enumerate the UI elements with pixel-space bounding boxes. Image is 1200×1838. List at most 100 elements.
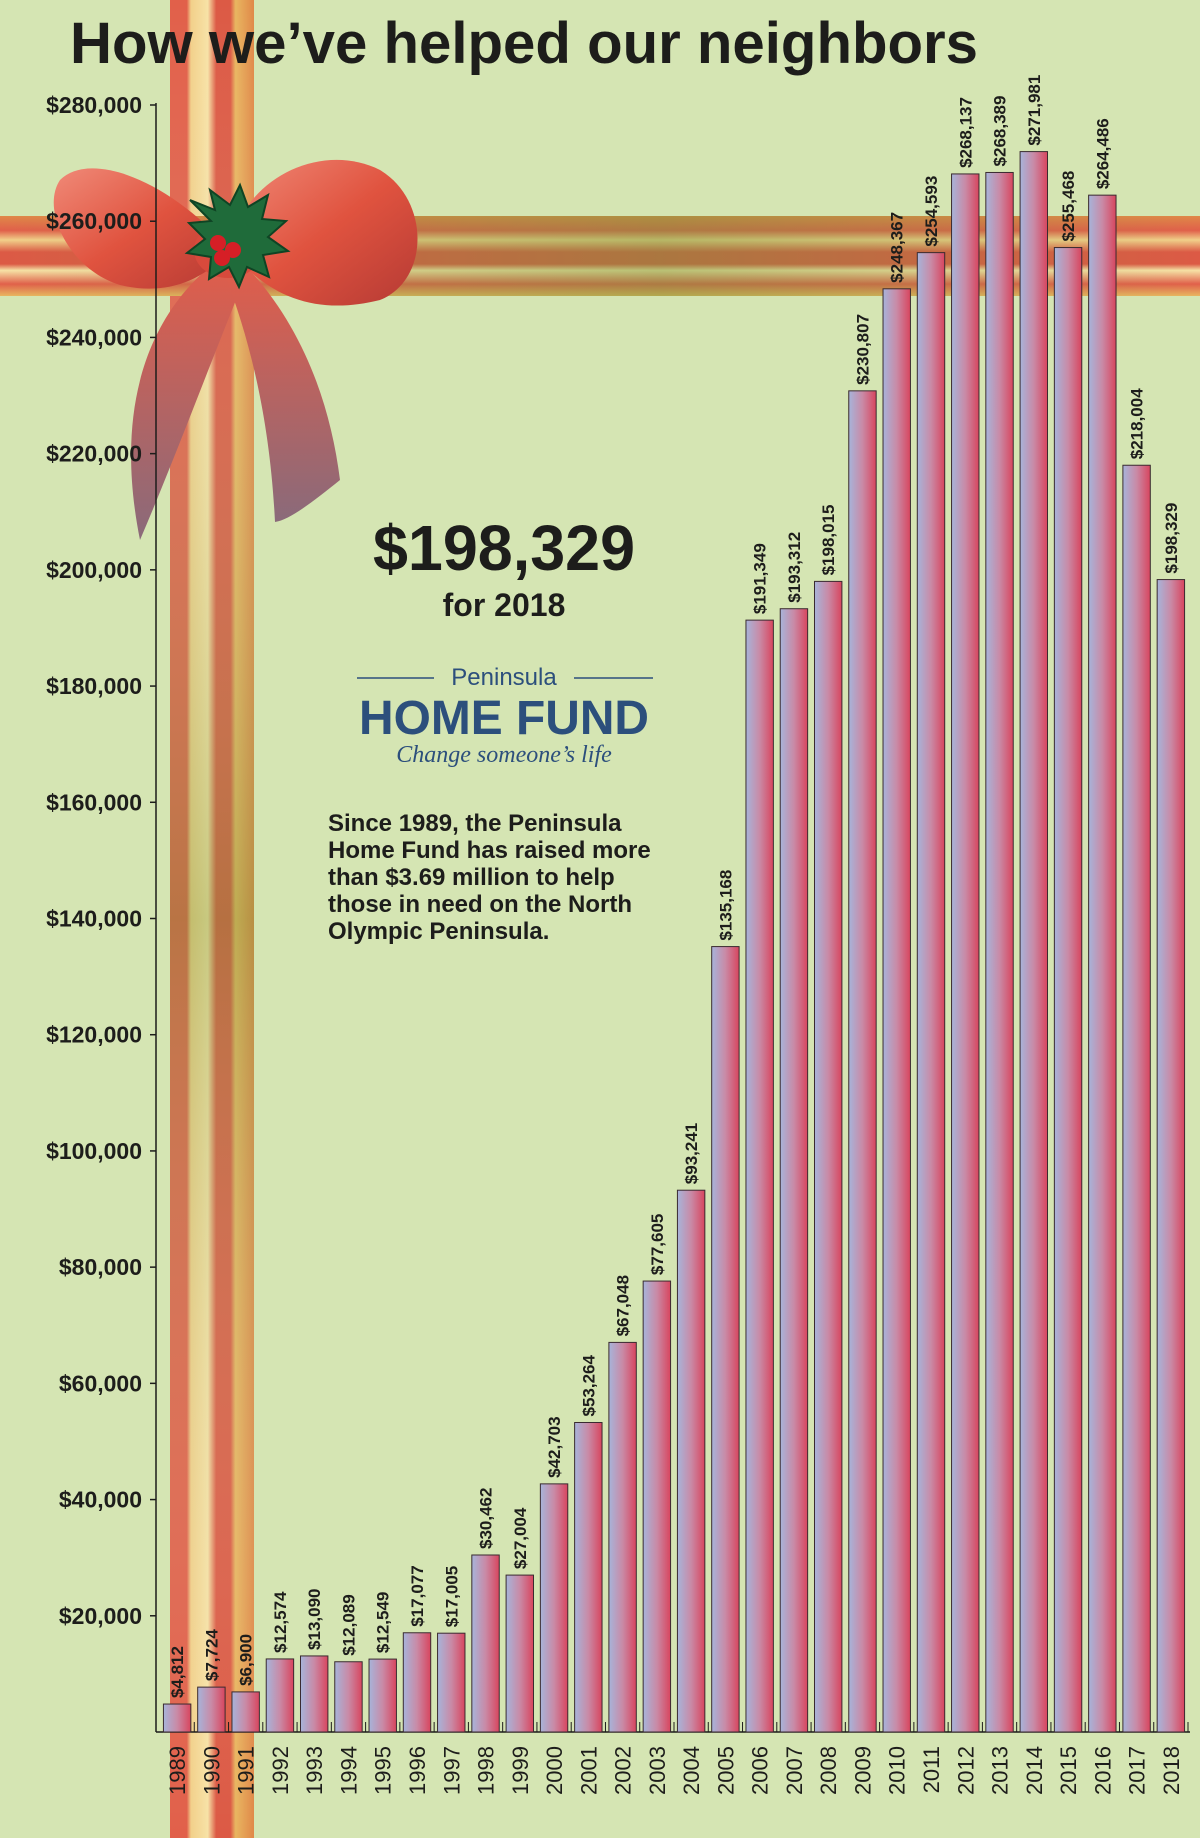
x-tick-label: 2010 [885,1746,910,1795]
note-line: than $3.69 million to help [328,864,615,891]
bar [711,946,740,1733]
x-tick-label: 1995 [371,1746,396,1795]
value-label: $264,486 [1093,118,1112,189]
bar [402,1632,432,1733]
x-tick-label: 2013 [988,1746,1013,1795]
x-tick-label: 2000 [542,1746,567,1795]
value-label: $93,241 [682,1123,701,1184]
value-label: $6,900 [237,1634,256,1686]
value-label: $218,004 [1128,388,1147,459]
bar [608,1341,637,1733]
value-label: $193,312 [785,532,804,603]
y-tick-label: $220,000 [46,441,142,467]
value-label: $4,812 [168,1646,187,1698]
bar [951,173,980,1733]
value-label: $12,089 [339,1594,358,1655]
x-tick-label: 2012 [953,1746,978,1795]
highlight-amount: $198,329 [373,512,635,584]
bar [197,1686,226,1733]
value-label: $17,005 [442,1566,461,1627]
value-label: $53,264 [579,1355,598,1417]
x-tick-label: 1991 [234,1746,259,1795]
x-tick-label: 2006 [748,1746,773,1795]
bar [334,1661,363,1733]
y-tick-label: $200,000 [46,557,142,583]
y-tick-label: $80,000 [59,1254,142,1280]
value-label: $12,549 [374,1592,393,1653]
bow-decoration [53,159,418,540]
x-tick-label: 2015 [1056,1746,1081,1795]
bar [231,1691,260,1733]
x-tick-label: 1994 [336,1746,361,1795]
logo-top: Peninsula [451,664,557,691]
bar [299,1655,329,1733]
x-tick-label: 1997 [439,1746,464,1795]
y-tick-label: $180,000 [46,673,142,699]
y-tick-label: $120,000 [46,1022,142,1048]
value-label: $230,807 [853,314,872,385]
x-tick-label: 1992 [268,1746,293,1795]
bar [985,171,1014,1733]
value-label: $271,981 [1025,75,1044,146]
x-tick-label: 1996 [405,1746,430,1795]
y-tick-label: $260,000 [46,208,142,234]
bar [1156,579,1186,1733]
bar [813,580,843,1733]
x-tick-label: 1989 [165,1746,190,1795]
bar [1122,464,1151,1733]
value-label: $198,015 [819,504,838,575]
x-tick-label: 2017 [1125,1746,1150,1795]
x-tick-label: 1999 [508,1746,533,1795]
x-tick-label: 2003 [645,1746,670,1795]
value-label: $27,004 [511,1507,530,1569]
x-tick-label: 2011 [919,1746,944,1793]
value-label: $42,703 [545,1416,564,1477]
bar [1088,194,1117,1733]
bar [265,1658,295,1733]
value-label: $13,090 [305,1588,324,1649]
bar [882,288,911,1733]
bar [471,1554,500,1733]
y-tick-label: $160,000 [46,789,142,815]
bar [676,1189,706,1733]
value-label: $67,048 [614,1275,633,1336]
bar [437,1632,466,1733]
x-tick-label: 1990 [199,1746,224,1795]
x-tick-label: 2018 [1159,1746,1184,1795]
note-line: Since 1989, the Peninsula [328,810,622,837]
value-label: $17,077 [408,1565,427,1626]
bar [505,1574,535,1733]
highlight-caption: for 2018 [443,587,566,623]
logo-tagline: Change someone’s life [396,742,612,768]
bar [779,608,809,1733]
value-label: $77,605 [648,1214,667,1275]
bar [574,1421,603,1733]
note-line: Olympic Peninsula. [328,918,549,945]
bar [745,619,774,1733]
y-tick-label: $20,000 [59,1603,142,1629]
x-tick-label: 2008 [816,1746,841,1795]
y-tick-label: $280,000 [46,92,142,118]
x-tick-label: 2001 [576,1746,601,1795]
value-label: $248,367 [888,212,907,283]
note-line: Home Fund has raised more [328,837,651,864]
note-line: those in need on the North [328,891,632,918]
bar [642,1280,672,1733]
y-tick-label: $240,000 [46,324,142,350]
x-tick-label: 2005 [713,1746,738,1795]
y-tick-label: $100,000 [46,1138,142,1164]
value-label: $30,462 [477,1488,496,1549]
x-tick-label: 2004 [679,1746,704,1795]
value-label: $135,168 [716,870,735,941]
bar [539,1483,569,1733]
value-label: $268,389 [991,96,1010,167]
value-label: $7,724 [202,1629,221,1682]
bar [1053,247,1083,1733]
x-tick-label: 2009 [850,1746,875,1795]
y-tick-label: $60,000 [59,1370,142,1396]
value-label: $254,593 [922,176,941,247]
x-tick-label: 1993 [302,1746,327,1795]
x-tick-label: 2007 [782,1746,807,1795]
